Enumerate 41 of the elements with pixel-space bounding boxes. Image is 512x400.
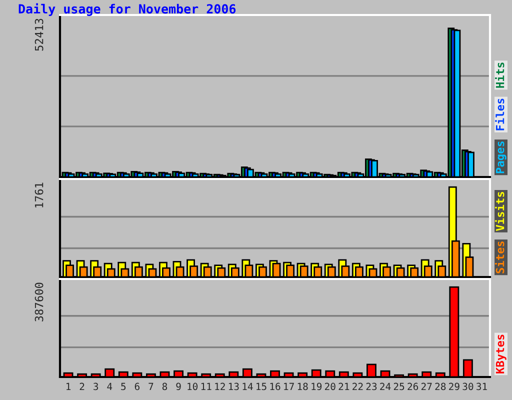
x-tick-label: 27	[421, 382, 432, 390]
text: Files	[495, 98, 504, 130]
text: Visits	[495, 192, 504, 231]
x-tick-label: 18	[298, 382, 308, 390]
text: Hits	[495, 62, 504, 88]
x-tick-label: 20	[324, 382, 336, 390]
x-tick-label: 17	[284, 382, 294, 390]
x-tick-label: 15	[256, 382, 266, 390]
x-tick-label: 22	[352, 382, 363, 390]
x-tick-label: 23	[366, 382, 377, 390]
text: KBytes	[496, 334, 506, 374]
text: 387600	[34, 282, 44, 322]
x-tick-label: 11	[201, 382, 212, 390]
text: 52413	[34, 18, 44, 51]
x-tick-label: 2	[80, 382, 84, 390]
x-tick-label: 14	[242, 382, 253, 390]
x-tick-label: 29	[449, 382, 460, 390]
x-tick-label: 28	[435, 382, 446, 390]
x-tick-label: 12	[215, 382, 225, 390]
text: Pages	[496, 141, 506, 174]
text: 1761	[34, 182, 44, 208]
x-tick-label: 16	[270, 382, 280, 390]
x-tick-label: 10	[188, 382, 198, 390]
chart-title: Daily usage for November 2006	[18, 3, 236, 16]
x-tick-label: 25	[394, 382, 404, 390]
x-tick-label: 8	[162, 382, 168, 390]
x-tick-label: 5	[121, 382, 126, 390]
x-tick-label: 1	[66, 382, 71, 390]
x-tick-label: 7	[148, 382, 154, 390]
x-tick-label: 26	[408, 382, 418, 390]
x-tick-label: 4	[107, 382, 112, 390]
x-tick-label: 30	[462, 382, 474, 390]
x-tick-label: 13	[228, 382, 239, 390]
x-tick-label: 6	[134, 382, 140, 390]
x-tick-label: 31	[476, 382, 487, 390]
x-tick-label: 3	[94, 382, 98, 390]
text: Sites	[495, 241, 504, 274]
x-tick-label: 21	[338, 382, 350, 390]
x-tick-label: 9	[176, 382, 181, 390]
x-tick-label: 19	[312, 382, 322, 390]
x-tick-label: 24	[380, 382, 391, 390]
